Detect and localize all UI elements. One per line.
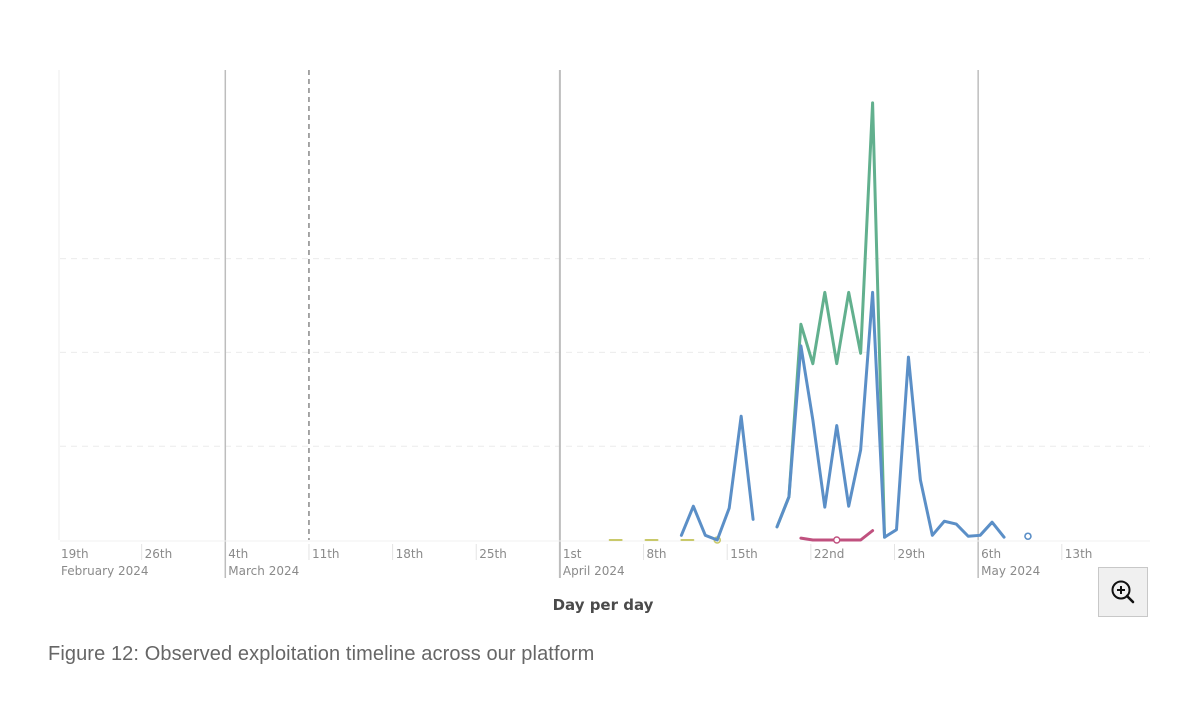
series-magenta-marker: [833, 536, 841, 544]
x-axis-label: Day per day: [553, 596, 654, 614]
x-tick-label: 1st: [563, 547, 582, 561]
x-month-label: February 2024: [61, 564, 149, 578]
series-blue-line: [775, 290, 1006, 539]
figure-caption: Figure 12: Observed exploitation timelin…: [48, 643, 595, 665]
x-tick-label: 26th: [145, 547, 173, 561]
x-month-label: March 2024: [228, 564, 299, 578]
x-tick-label: 6th: [981, 547, 1001, 561]
x-tick-label: 19th: [61, 547, 89, 561]
zoom-in-icon: [1111, 580, 1135, 604]
x-tick-label: 4th: [228, 547, 248, 561]
x-tick-label: 8th: [647, 547, 667, 561]
x-tick-label: 11th: [312, 547, 340, 561]
x-month-label: April 2024: [563, 564, 625, 578]
x-tick-label: 15th: [730, 547, 758, 561]
series-blue-point: [1024, 532, 1032, 541]
x-tick-label: 13th: [1065, 547, 1093, 561]
x-axis: 19th February 2024 26th 4th March 2024 11th 18…: [61, 544, 1092, 578]
x-tick-label: 22nd: [814, 547, 845, 561]
series-blue-line: [679, 414, 755, 542]
x-tick-label: 18th: [396, 547, 424, 561]
x-tick-label: 29th: [898, 547, 926, 561]
series-lines: [608, 101, 1032, 544]
gridlines: [58, 70, 1150, 578]
x-month-label: May 2024: [981, 564, 1040, 578]
timeline-chart: 19th February 2024 26th 4th March 2024 11th 18…: [58, 70, 1150, 614]
x-tick-label: 25th: [479, 547, 507, 561]
zoom-in-button[interactable]: [1098, 567, 1148, 617]
